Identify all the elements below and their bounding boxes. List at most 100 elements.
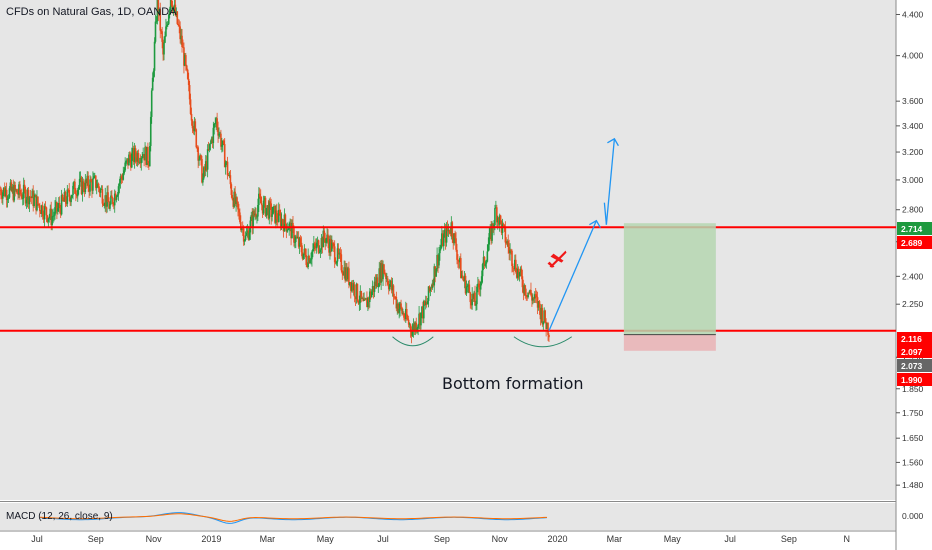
candle-body xyxy=(310,259,312,261)
candle-body xyxy=(441,233,444,247)
candle-body xyxy=(321,237,324,248)
candle-body xyxy=(369,291,372,298)
candle-body xyxy=(302,253,305,259)
candle-body xyxy=(487,244,490,252)
candle-body xyxy=(373,281,376,292)
candle-body xyxy=(116,194,119,197)
candle-body xyxy=(374,281,377,286)
candle-body xyxy=(547,323,549,335)
candle-body xyxy=(76,194,78,197)
candle-body xyxy=(464,275,467,294)
candle-body xyxy=(268,201,271,219)
candle-body xyxy=(514,259,517,272)
y-tick-label: 3.400 xyxy=(902,121,924,131)
price-label-text: 2.116 xyxy=(901,334,922,344)
candle-body xyxy=(72,185,74,196)
candle-body xyxy=(468,284,471,293)
candle-body xyxy=(483,256,486,266)
candle-body xyxy=(386,278,388,280)
candle-body xyxy=(29,196,32,198)
candle-body xyxy=(142,154,144,158)
candle-body xyxy=(54,207,56,216)
candle-body xyxy=(149,146,151,167)
candle-body xyxy=(353,284,356,297)
candle-body xyxy=(527,292,529,298)
candle-body xyxy=(171,5,174,12)
candle-body xyxy=(331,242,333,252)
candle-body xyxy=(383,264,385,274)
candle-body xyxy=(405,309,408,319)
candle-body xyxy=(525,295,528,296)
candle-body xyxy=(181,35,183,48)
candle-body xyxy=(167,14,170,24)
x-tick-label: Mar xyxy=(260,534,276,544)
candle-body xyxy=(160,30,162,32)
candle-body xyxy=(403,313,405,318)
candle-body xyxy=(276,210,278,220)
y-tick-label: 2.400 xyxy=(902,271,924,281)
candle-body xyxy=(245,232,248,236)
candle-body xyxy=(363,299,365,301)
price-label-text: 1.990 xyxy=(901,375,923,385)
candle-body xyxy=(47,218,50,222)
candle-body xyxy=(89,179,91,192)
candle-body xyxy=(518,272,521,277)
candle-body xyxy=(407,319,410,325)
candle-body xyxy=(533,297,535,299)
candle-body xyxy=(458,260,460,263)
candle-body xyxy=(539,307,542,320)
candle-body xyxy=(193,121,196,132)
candle-body xyxy=(103,205,106,206)
candle-body xyxy=(235,197,237,205)
candle-body xyxy=(270,203,272,217)
candle-body xyxy=(80,177,83,195)
candle-body xyxy=(60,194,63,215)
candle-body xyxy=(305,255,308,265)
candle-body xyxy=(491,223,493,241)
candle-body xyxy=(120,176,123,179)
candle-body xyxy=(401,307,403,314)
candle-body xyxy=(67,189,70,191)
candle-body xyxy=(57,203,60,209)
candle-body xyxy=(532,297,534,301)
candle-body xyxy=(241,228,244,230)
candle-body xyxy=(389,280,392,285)
candle-body xyxy=(48,216,51,219)
candle-body xyxy=(473,292,475,299)
candle-body xyxy=(124,162,126,171)
candle-body xyxy=(430,287,433,289)
candle-body xyxy=(183,47,185,66)
candle-body xyxy=(379,268,382,283)
candle-body xyxy=(346,267,348,280)
candle-body xyxy=(226,161,229,176)
candle-body xyxy=(410,330,413,336)
candle-body xyxy=(291,222,293,239)
candle-body xyxy=(354,296,357,300)
candle-body xyxy=(330,238,332,252)
candle-body xyxy=(36,196,38,211)
candle-body xyxy=(435,268,437,277)
candle-body xyxy=(349,282,351,285)
candle-body xyxy=(222,140,225,145)
candle-body xyxy=(332,242,334,244)
candle-body xyxy=(508,247,510,254)
candle-body xyxy=(507,241,510,248)
candle-body xyxy=(86,175,89,184)
candle-body xyxy=(402,313,404,315)
candle-body xyxy=(92,178,94,191)
candle-body xyxy=(314,245,317,249)
price-label-box xyxy=(897,345,932,358)
candle-body xyxy=(456,249,458,260)
candle-body xyxy=(211,138,214,144)
candle-body xyxy=(209,142,212,144)
candle-body xyxy=(519,268,522,273)
candle-body xyxy=(293,227,295,243)
candle-body xyxy=(526,295,528,298)
candle-body xyxy=(533,294,536,299)
candle-body xyxy=(290,222,292,239)
candle-body xyxy=(312,249,314,252)
candle-body xyxy=(169,0,172,9)
candle-body xyxy=(83,189,86,192)
candle-body xyxy=(127,158,129,166)
